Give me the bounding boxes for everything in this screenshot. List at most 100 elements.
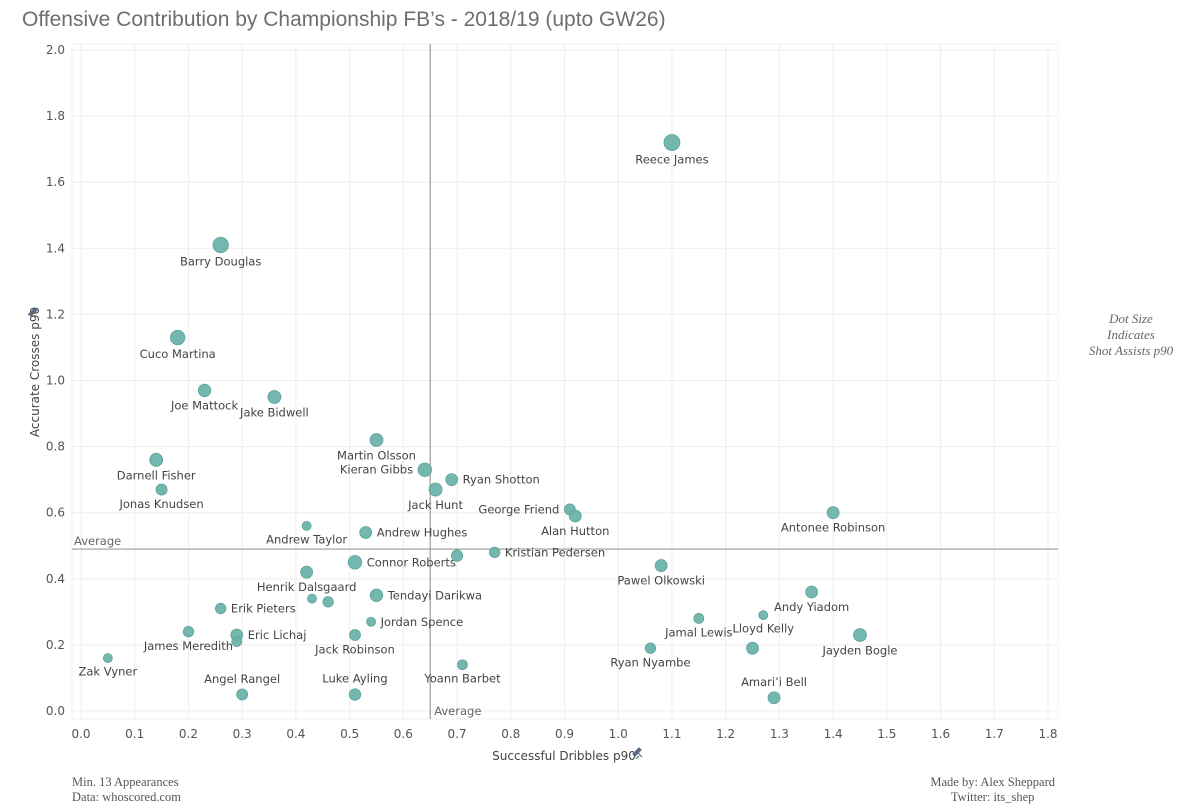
y-tick-label: 1.0 [46,374,65,388]
data-point[interactable] [746,641,759,655]
x-tick-label: 1.4 [824,727,843,741]
y-tick-label: 1.4 [46,241,65,255]
data-point[interactable] [182,626,195,638]
point-label: James Meredith [143,639,233,653]
data-point[interactable] [215,602,227,615]
point-label: Ryan Nyambe [610,655,690,669]
point-label: Connor Roberts [367,555,456,569]
point-label: Jordan Spence [380,615,464,629]
point-label: George Friend [478,502,559,516]
data-point[interactable] [231,636,243,647]
point-label: Jonas Knudsen [118,497,203,511]
point-label: Andy Yiadom [774,600,849,614]
data-point[interactable] [300,565,314,579]
size-legend-line-1: Dot Size [1109,311,1153,326]
data-point[interactable] [307,593,317,604]
y-tick-label: 1.8 [46,109,65,123]
x-tick-label: 0.5 [340,727,359,741]
data-point[interactable] [457,659,468,671]
point-label: Antonee Robinson [781,521,885,535]
point-label: Martin Olsson [337,448,416,462]
y-tick-label: 2.0 [46,43,65,57]
point-label: Tendayi Darikwa [387,588,482,602]
data-point[interactable] [347,555,363,570]
data-point[interactable] [767,691,781,705]
footer-author: Made by: Alex Sheppard [930,775,1055,789]
data-point[interactable] [170,329,186,346]
pin-icon[interactable] [632,747,643,760]
point-label: Jamal Lewis [664,625,732,639]
data-point[interactable] [301,521,312,531]
data-point[interactable] [322,596,334,608]
data-point[interactable] [568,509,582,523]
point-label: Darnell Fisher [117,468,196,482]
data-point[interactable] [758,610,769,621]
data-point[interactable] [417,462,432,477]
point-label: Eric Lichaj [248,628,307,642]
point-label: Andrew Hughes [377,526,468,540]
data-point[interactable] [428,482,443,497]
point-label: Erik Pieters [231,602,296,616]
x-tick-label: 0.4 [286,727,305,741]
data-point[interactable] [853,628,867,642]
data-point[interactable] [450,549,464,562]
data-point[interactable] [349,629,361,641]
footer-credit: Made by: Alex Sheppard Twitter: its_shep [930,775,1055,805]
data-point[interactable] [212,236,229,254]
point-label: Henrik Dalsgaard [257,580,357,594]
footer-source: Min. 13 Appearances Data: whoscored.com [72,775,181,805]
point-label: Joe Mattock [170,399,239,413]
point-label: Andrew Taylor [266,532,347,546]
data-point[interactable] [445,473,459,487]
x-tick-label: 0.1 [125,727,144,741]
x-tick-label: 1.3 [770,727,789,741]
data-point[interactable] [155,483,168,496]
chart-title: Offensive Contribution by Championship F… [22,8,666,31]
point-label: Alan Hutton [541,524,609,538]
point-label: Jake Bidwell [239,406,309,420]
x-tick-label: 0.7 [448,727,467,741]
y-tick-label: 0.4 [46,572,65,586]
point-label: Amari’i Bell [741,675,807,689]
data-point[interactable] [805,585,819,599]
data-point[interactable] [267,390,282,404]
x-tick-label: 0.0 [71,727,90,741]
size-legend-line-3: Shot Assists p90 [1088,343,1174,358]
data-point[interactable] [369,588,384,602]
x-tick-label: 1.1 [662,727,681,741]
footer-min-appearances: Min. 13 Appearances [72,775,179,789]
point-label: Ryan Shotton [463,473,540,487]
x-tick-label: 1.5 [877,727,896,741]
pin-icon[interactable] [27,307,38,317]
point-label: Yoann Barbet [423,672,501,686]
y-tick-label: 0.6 [46,506,65,520]
data-point[interactable] [826,506,840,520]
data-point[interactable] [149,452,164,467]
data-point[interactable] [197,383,212,398]
average-label-x: Average [434,704,481,718]
data-point[interactable] [369,433,384,447]
x-tick-label: 0.9 [555,727,574,741]
data-point[interactable] [489,546,501,559]
data-point[interactable] [654,559,668,572]
data-point[interactable] [359,526,373,539]
size-legend-note: Dot Size Indicates Shot Assists p90 [1080,311,1182,359]
x-tick-label: 1.2 [716,727,735,741]
data-point[interactable] [236,688,249,701]
point-label: Barry Douglas [180,255,261,269]
data-point[interactable] [348,688,362,701]
x-tick-label: 0.8 [501,727,520,741]
point-label: Zak Vyner [79,665,138,679]
data-point[interactable] [663,134,681,151]
x-axis-title: Successful Dribbles p90 [492,749,636,763]
data-point[interactable] [102,653,113,664]
data-point[interactable] [693,613,705,624]
data-point[interactable] [366,616,377,627]
point-label: Jack Robinson [314,642,395,656]
y-tick-label: 0.8 [46,440,65,454]
point-label: Lloyd Kelly [732,622,794,636]
average-label-y: Average [74,534,121,548]
data-point[interactable] [644,642,657,654]
y-tick-label: 0.0 [46,704,65,718]
